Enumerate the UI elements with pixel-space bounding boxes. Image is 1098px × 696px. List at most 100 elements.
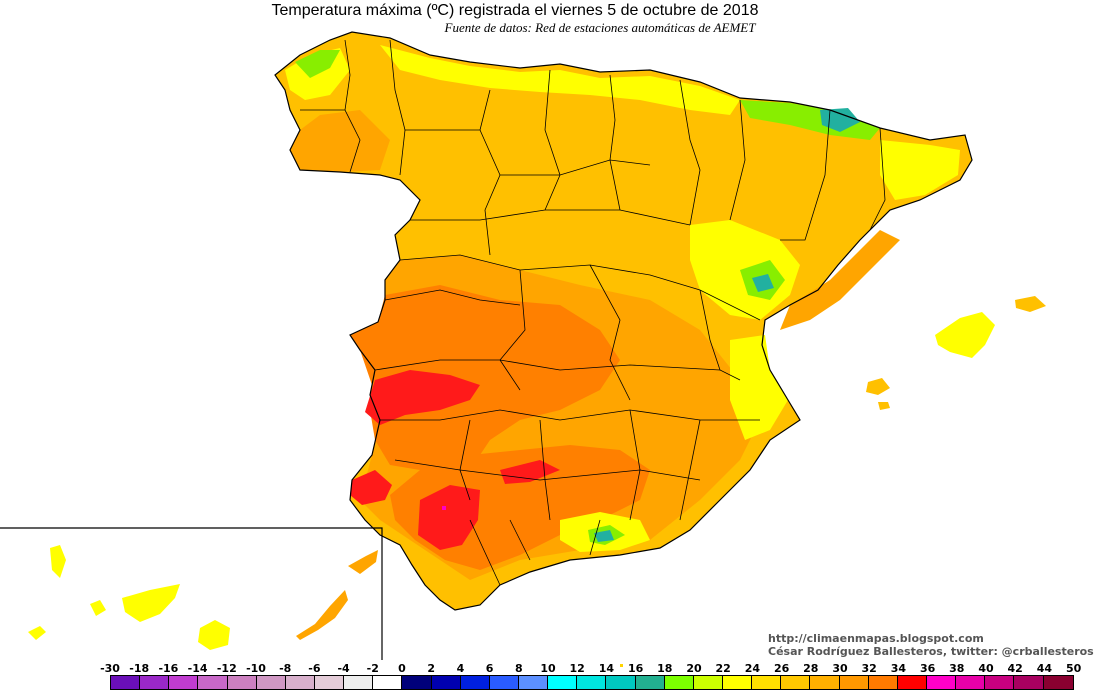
peninsula-coastline <box>274 31 973 611</box>
legend-label: 10 <box>540 662 556 675</box>
island-mallorca <box>935 312 995 358</box>
legend-label: 26 <box>773 662 790 675</box>
legend-label: -18 <box>129 662 150 675</box>
legend-swatch <box>460 676 490 689</box>
legend-swatch <box>373 676 403 689</box>
cold-zone-galicia <box>295 50 340 78</box>
legend-swatch <box>693 676 723 689</box>
legend-swatch <box>518 676 549 689</box>
legend-swatch <box>344 676 374 689</box>
map-title: Temperatura máxima (ºC) registrada el vi… <box>271 2 759 19</box>
island-menorca <box>1015 296 1046 312</box>
legend-swatch <box>635 676 665 689</box>
legend-swatch <box>839 676 869 689</box>
legend-label: 2 <box>427 662 436 675</box>
legend-label: -8 <box>279 662 292 675</box>
legend-label: 30 <box>832 662 848 675</box>
legend-swatch <box>256 676 286 689</box>
legend-label: 14 <box>598 662 615 675</box>
cool-zone-catalonia <box>880 140 960 200</box>
hottest-zone-badajoz <box>365 370 480 425</box>
legend-color-bar <box>110 675 1074 690</box>
legend-swatch <box>285 676 315 689</box>
legend-label: -12 <box>216 662 237 675</box>
legend-swatch <box>752 676 782 689</box>
cool-zone-north-coast <box>380 45 740 115</box>
coldest-zone-sierra-nevada <box>594 530 614 542</box>
legend-swatch <box>868 676 898 689</box>
legend-label: 50 <box>1065 662 1082 675</box>
legend-label: 44 <box>1036 662 1053 675</box>
cool-zone-levante <box>730 335 788 440</box>
legend-swatch <box>227 676 257 689</box>
legend-swatch <box>140 676 170 689</box>
legend-label: 36 <box>919 662 936 675</box>
legend-swatch <box>111 676 141 689</box>
legend-swatch <box>402 676 432 689</box>
legend-swatch <box>956 676 986 689</box>
legend-label: -14 <box>187 662 208 675</box>
legend-label: -10 <box>246 662 266 675</box>
legend-label: 28 <box>803 662 819 675</box>
legend-label: 20 <box>686 662 702 675</box>
hot-zone-extremadura <box>350 285 620 480</box>
legend-label: 8 <box>514 662 523 675</box>
legend-swatch <box>606 676 636 689</box>
map-subtitle: Fuente de datos: Red de estaciones autom… <box>444 20 756 35</box>
legend-label: 16 <box>627 662 644 675</box>
legend-label: -4 <box>337 662 350 675</box>
legend-swatch <box>198 676 228 689</box>
island-lanzarote <box>348 550 378 574</box>
warm-zone-northwest <box>290 110 390 172</box>
warm-zone-east <box>780 230 900 330</box>
legend-swatch <box>1014 676 1044 689</box>
credit-url: http://climaenmapas.blogspot.com <box>768 632 984 645</box>
canary-inset-frame <box>0 527 383 660</box>
legend-swatch <box>810 676 840 689</box>
island-el-hierro <box>28 626 46 640</box>
legend-swatch <box>926 676 957 689</box>
legend-swatch <box>314 676 345 689</box>
legend-label: -6 <box>308 662 321 675</box>
legend-label: 6 <box>485 662 494 675</box>
island-fuerteventura <box>296 590 348 640</box>
hottest-zone-cordoba <box>500 460 560 484</box>
legend-swatch <box>431 676 461 689</box>
legend-swatch <box>548 676 578 689</box>
island-tenerife <box>122 584 180 622</box>
legend-swatch <box>781 676 811 689</box>
cold-zone-pyrenees <box>740 100 880 140</box>
legend-label: 24 <box>744 662 761 675</box>
legend-swatch <box>664 676 694 689</box>
legend-marker-dot <box>620 664 623 667</box>
hottest-zone-huelva <box>350 470 392 505</box>
legend-swatch <box>169 676 199 689</box>
legend-label: -16 <box>158 662 179 675</box>
hottest-zone-sevilla <box>418 485 480 550</box>
island-la-palma <box>50 545 66 578</box>
legend-label: 0 <box>398 662 406 675</box>
island-ibiza <box>866 378 890 395</box>
legend-labels: -30 -18 -16 -14 -12 -10 -8 -6 -4 -2 0 2 4 6 8 10 12 14 16 1… <box>0 662 1098 676</box>
island-formentera <box>878 402 890 410</box>
legend-label: 34 <box>890 662 907 675</box>
legend-label: 32 <box>861 662 877 675</box>
legend-swatch <box>577 676 607 689</box>
legend-swatch <box>1043 676 1073 689</box>
legend-label: -30 <box>100 662 120 675</box>
max-temp-station <box>442 506 446 510</box>
legend-swatch <box>985 676 1015 689</box>
legend-swatch <box>489 676 519 689</box>
legend-label: 12 <box>569 662 585 675</box>
legend-label: 4 <box>456 662 465 675</box>
legend-swatch <box>722 676 753 689</box>
coldest-zone-teruel <box>752 274 774 292</box>
province-borders <box>300 39 886 586</box>
island-gran-canaria <box>198 620 230 650</box>
legend-swatch <box>897 676 927 689</box>
legend-label: 22 <box>715 662 731 675</box>
legend-label: -2 <box>366 662 379 675</box>
legend-label: 18 <box>657 662 673 675</box>
credit-author: César Rodríguez Ballesteros, twitter: @c… <box>768 645 1094 658</box>
